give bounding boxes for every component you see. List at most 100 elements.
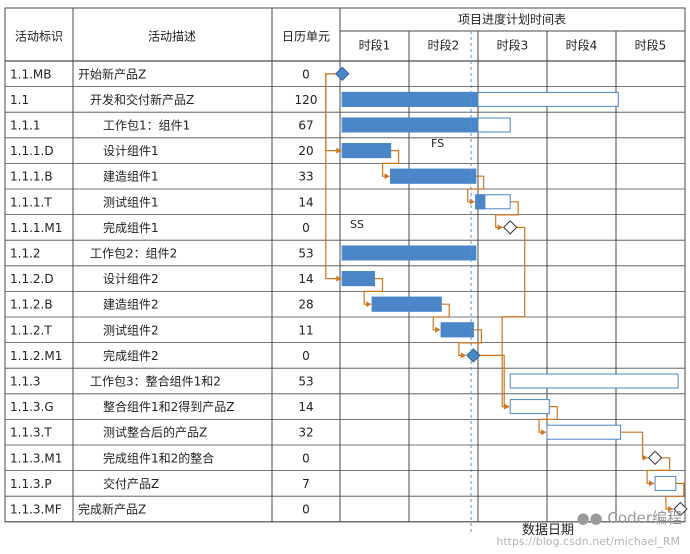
gantt-bar-remaining (546, 424, 622, 440)
dependency-link (538, 406, 558, 433)
milestone-diamond (502, 220, 518, 235)
watermark-brand-text: Coder编程 (607, 509, 682, 527)
dependency-arrowhead (497, 224, 503, 231)
dependency-link (501, 226, 526, 408)
row-calendar-units: 120 (295, 93, 318, 107)
row-activity-desc: 测试整合后的产品Z (103, 425, 207, 440)
ss-label: SS (350, 218, 364, 231)
gantt-bar-remaining (654, 475, 677, 491)
row-activity-desc: 建造组件2 (103, 298, 159, 312)
period-header: 时段4 (566, 38, 598, 53)
dependency-link (495, 201, 519, 228)
row-activity-id: 1.1.1.M1 (10, 221, 62, 235)
row-calendar-units: 53 (298, 375, 313, 389)
period-header: 时段3 (497, 38, 529, 53)
row-activity-id: 1.1.2.D (10, 272, 54, 286)
gantt-bar-completed (341, 117, 479, 133)
gantt-bars (335, 66, 688, 517)
gantt-bar-completed (371, 296, 442, 312)
dependency-arrowhead (642, 454, 648, 461)
row-calendar-units: 32 (298, 426, 313, 440)
milestone-diamond (335, 66, 350, 82)
dependency-link (432, 303, 450, 331)
row-activity-desc: 测试组件2 (103, 322, 159, 337)
row-activity-desc: 工作包1：组件1 (103, 119, 190, 133)
row-activity-desc: 完成组件2 (103, 348, 159, 363)
gantt-bar-remaining (509, 399, 550, 415)
gantt-bar-completed (341, 245, 477, 261)
dependency-arrowhead (649, 480, 655, 487)
row-activity-desc: 完成组件1和2的整合 (103, 450, 214, 465)
dependency-arrowhead (504, 403, 510, 410)
row-activity-desc: 完成组件1 (103, 220, 159, 235)
row-activity-desc: 测试组件1 (103, 194, 159, 209)
dependency-arrowhead (541, 429, 546, 436)
row-calendar-units: 11 (298, 323, 313, 337)
milestone-diamond (673, 501, 688, 517)
row-activity-id: 1.1.2.T (10, 323, 52, 337)
row-activity-id: 1.1.1 (10, 119, 41, 133)
gantt-bar-completed (341, 271, 375, 287)
dependency-arrowhead (366, 301, 372, 308)
row-calendar-units: 0 (302, 221, 310, 235)
row-activity-id: 1.1.3.T (10, 426, 52, 440)
gantt-bar-completed (341, 143, 392, 159)
row-activity-desc: 开发和交付新产品Z (90, 92, 194, 107)
row-activity-id: 1.1.1.D (10, 144, 54, 158)
row-activity-id: 1.1.2.B (10, 298, 53, 312)
row-activity-id: 1.1.MB (10, 67, 51, 81)
row-calendar-units: 0 (302, 451, 310, 465)
gantt-bar-remaining (509, 373, 679, 389)
gantt-bar-completed (440, 322, 474, 338)
row-calendar-units: 53 (298, 247, 313, 261)
dependency-arrowhead (460, 352, 466, 359)
row-calendar-units: 20 (298, 144, 313, 158)
gantt-bar-completed (390, 168, 477, 184)
period-header: 时段5 (635, 38, 667, 53)
dependency-link (325, 73, 342, 280)
row-activity-id: 1.1.2 (10, 247, 41, 261)
row-activity-id: 1.1.3.P (10, 477, 52, 491)
dependency-link (382, 150, 400, 177)
row-activity-desc: 设计组件1 (103, 144, 159, 158)
row-activity-id: 1.1.2.M1 (10, 349, 62, 363)
dependency-link (467, 175, 485, 203)
dependency-arrowhead (667, 506, 673, 512)
row-activity-desc: 设计组件2 (103, 272, 159, 286)
header-schedule-title: 项目进度计划时间表 (458, 12, 566, 27)
activity-rows: 1.1.MB 开始新产品Z 0 1.1 开发和交付新产品Z 120 1.1.1 工作包1：组件… (10, 66, 317, 516)
row-calendar-units: 14 (298, 400, 313, 414)
row-calendar-units: 14 (298, 195, 313, 209)
milestone-diamond (466, 348, 481, 363)
row-activity-id: 1.1.1.B (10, 170, 53, 184)
row-calendar-units: 0 (302, 349, 310, 363)
dependency-link (363, 278, 384, 305)
dependency-links (325, 73, 685, 512)
header-activity-desc: 活动描述 (148, 30, 196, 44)
gantt-bar-completed (341, 91, 479, 107)
row-calendar-units: 7 (302, 477, 310, 491)
period-header: 时段1 (359, 38, 391, 53)
fs-label: FS (431, 137, 444, 150)
dependency-arrowhead (384, 173, 390, 180)
row-activity-id: 1.1.1.T (10, 195, 52, 209)
table-grid (4, 7, 686, 523)
dependency-arrowhead (336, 147, 342, 154)
header-calendar-units: 日历单元 (282, 30, 330, 44)
row-calendar-units: 0 (302, 67, 310, 81)
row-calendar-units: 0 (302, 503, 310, 517)
dependency-link (458, 329, 482, 356)
row-activity-desc: 完成新产品Z (78, 502, 146, 517)
dependency-link (665, 482, 685, 510)
dependency-arrowhead (336, 275, 342, 282)
row-calendar-units: 28 (298, 298, 313, 312)
watermark-url: https://blog.csdn.net/michael_RM (496, 535, 680, 548)
watermark-brand: ●● Coder编程 (576, 507, 682, 528)
dependency-arrowhead (469, 198, 475, 205)
row-activity-desc: 建造组件1 (103, 170, 159, 184)
row-calendar-units: 33 (298, 170, 313, 184)
period-header: 时段2 (428, 38, 460, 53)
wechat-icon: ●● (576, 509, 608, 527)
row-activity-desc: 开始新产品Z (78, 66, 146, 81)
